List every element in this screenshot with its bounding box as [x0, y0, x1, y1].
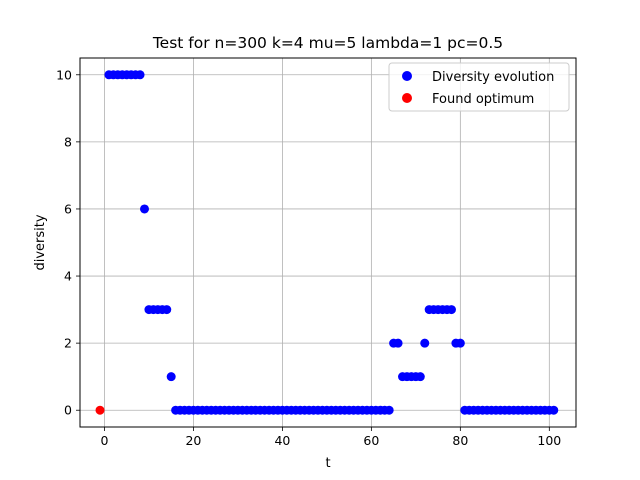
diversity-evolution-point	[420, 338, 430, 348]
chart-title: Test for n=300 k=4 mu=5 lambda=1 pc=0.5	[152, 34, 503, 52]
x-tick-label: 60	[363, 433, 379, 448]
x-tick-label: 40	[274, 433, 290, 448]
diversity-evolution-point	[446, 305, 456, 315]
diversity-evolution-point	[162, 305, 172, 315]
legend-marker-found-optimum	[402, 93, 412, 103]
diversity-evolution-point	[455, 338, 465, 348]
x-axis-label: t	[325, 456, 330, 471]
y-tick-label: 10	[56, 67, 72, 82]
diversity-evolution-point	[393, 338, 403, 348]
diversity-evolution-point	[140, 204, 150, 214]
axis-ticks: 0 20 40 60 80 100 0 2 4 6 8 10	[56, 67, 561, 448]
y-tick-label: 2	[64, 336, 72, 351]
legend: Diversity evolution Found optimum	[388, 62, 570, 112]
legend-label-diversity-evolution: Diversity evolution	[432, 70, 554, 85]
grid	[80, 58, 576, 427]
data-points	[95, 70, 559, 415]
y-tick-label: 6	[64, 201, 72, 216]
y-axis-label: diversity	[33, 214, 48, 270]
diversity-evolution-point	[415, 372, 425, 382]
x-tick-label: 100	[537, 433, 561, 448]
plot-area-frame	[79, 57, 577, 428]
x-tick-label: 0	[100, 433, 108, 448]
y-tick-label: 4	[64, 269, 72, 284]
y-tick-label: 8	[64, 134, 72, 149]
legend-marker-diversity-evolution	[402, 71, 412, 81]
x-tick-label: 80	[452, 433, 468, 448]
diversity-evolution-point	[384, 405, 394, 415]
legend-box	[388, 62, 570, 112]
diversity-evolution-point	[549, 405, 559, 415]
diversity-evolution-point	[135, 70, 145, 80]
diversity-evolution-point	[166, 372, 176, 382]
y-tick-label: 0	[64, 403, 72, 418]
found-optimum-point	[95, 405, 105, 415]
x-tick-label: 20	[185, 433, 201, 448]
legend-label-found-optimum: Found optimum	[432, 92, 534, 107]
